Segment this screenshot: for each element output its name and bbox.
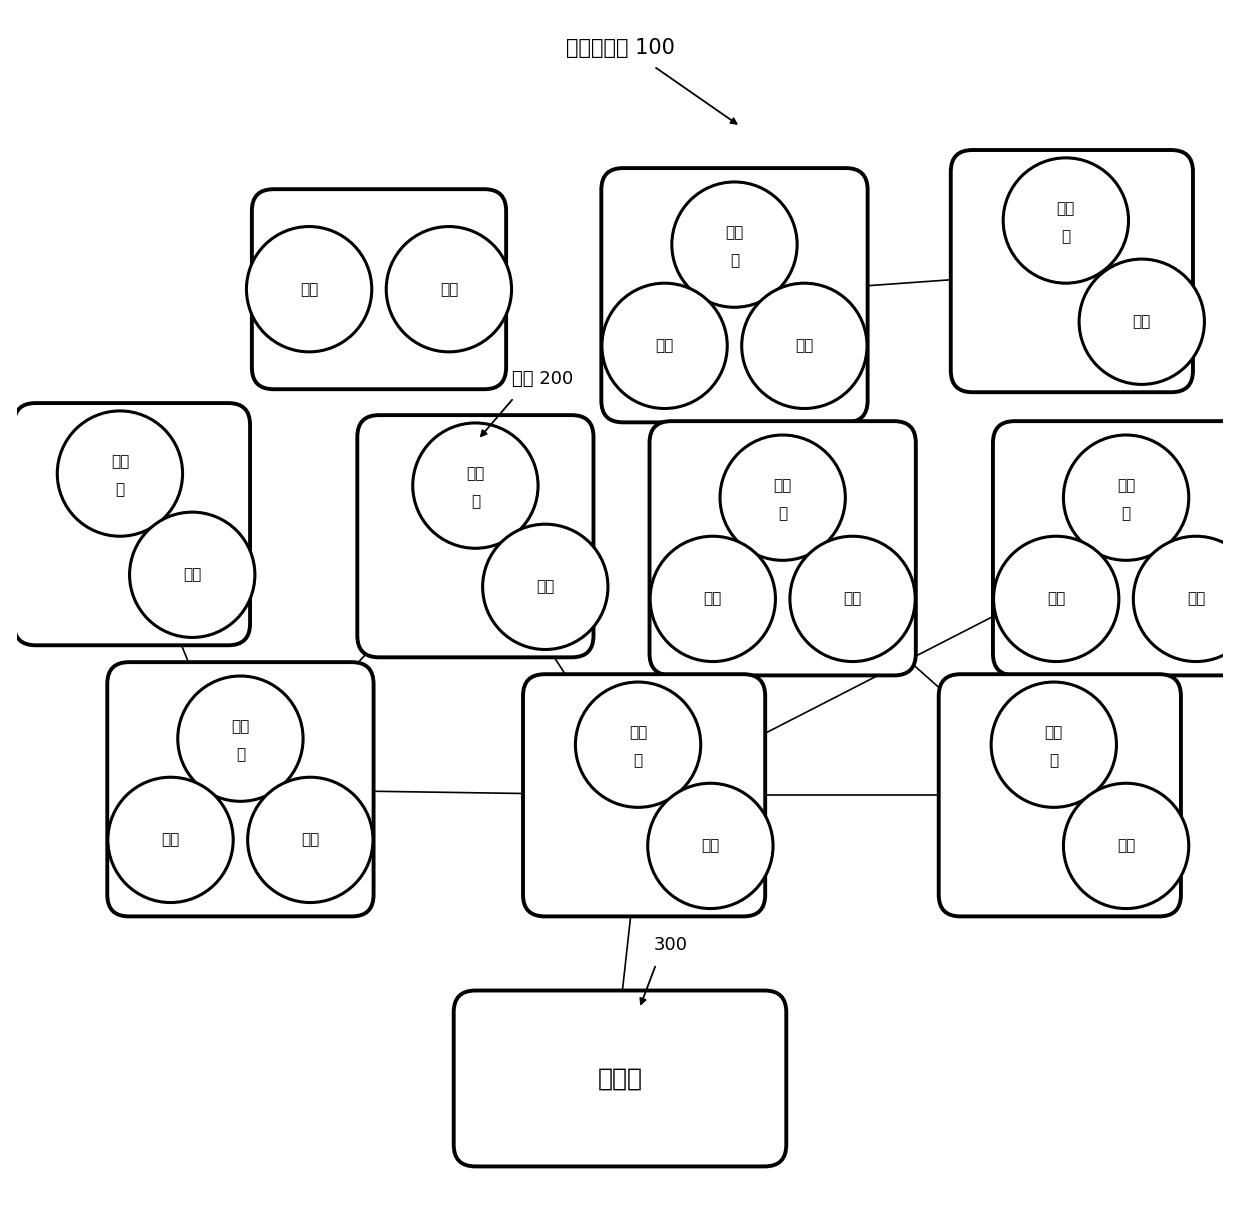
Circle shape bbox=[248, 777, 373, 903]
Circle shape bbox=[575, 682, 701, 807]
Text: 区块: 区块 bbox=[110, 454, 129, 469]
Text: 路由: 路由 bbox=[184, 568, 201, 582]
FancyBboxPatch shape bbox=[523, 675, 765, 916]
Text: 路由: 路由 bbox=[795, 339, 813, 353]
FancyBboxPatch shape bbox=[14, 402, 250, 646]
Circle shape bbox=[790, 536, 915, 662]
Text: 路由: 路由 bbox=[1132, 315, 1151, 329]
Text: 区块: 区块 bbox=[466, 466, 485, 481]
Text: 应用: 应用 bbox=[1047, 592, 1065, 606]
Text: 链: 链 bbox=[236, 747, 246, 762]
Circle shape bbox=[129, 512, 255, 637]
Circle shape bbox=[247, 227, 372, 352]
Circle shape bbox=[647, 783, 773, 909]
Circle shape bbox=[1064, 783, 1189, 909]
Text: 链: 链 bbox=[634, 753, 642, 768]
Text: 链: 链 bbox=[1121, 506, 1131, 521]
Circle shape bbox=[650, 536, 775, 662]
Text: 节点 200: 节点 200 bbox=[512, 370, 573, 388]
Text: 共识: 共识 bbox=[703, 592, 722, 606]
FancyBboxPatch shape bbox=[357, 415, 594, 658]
Text: 客户端: 客户端 bbox=[598, 1066, 642, 1091]
FancyBboxPatch shape bbox=[939, 675, 1180, 916]
Circle shape bbox=[1064, 435, 1189, 560]
FancyBboxPatch shape bbox=[951, 151, 1193, 393]
Text: 路由: 路由 bbox=[536, 580, 554, 594]
Text: 链: 链 bbox=[1061, 229, 1070, 243]
Text: 链: 链 bbox=[1049, 753, 1059, 768]
Circle shape bbox=[482, 524, 608, 649]
Circle shape bbox=[1079, 259, 1204, 384]
Text: 链: 链 bbox=[730, 253, 739, 268]
Circle shape bbox=[177, 676, 303, 801]
Text: 区块: 区块 bbox=[1044, 725, 1063, 740]
FancyBboxPatch shape bbox=[454, 991, 786, 1166]
Text: 链: 链 bbox=[779, 506, 787, 521]
Circle shape bbox=[57, 411, 182, 536]
Text: 区块: 区块 bbox=[1117, 478, 1136, 493]
Text: 路由: 路由 bbox=[702, 839, 719, 853]
Circle shape bbox=[672, 182, 797, 307]
Text: 链: 链 bbox=[471, 494, 480, 509]
Text: 路由: 路由 bbox=[301, 833, 320, 847]
Text: 路由: 路由 bbox=[1117, 839, 1136, 853]
Circle shape bbox=[991, 682, 1116, 807]
FancyBboxPatch shape bbox=[108, 663, 373, 917]
Circle shape bbox=[1133, 536, 1240, 662]
Text: 应用: 应用 bbox=[161, 833, 180, 847]
Circle shape bbox=[993, 536, 1118, 662]
Text: 共识: 共识 bbox=[656, 339, 673, 353]
Text: 路由: 路由 bbox=[440, 282, 458, 296]
Circle shape bbox=[1003, 158, 1128, 283]
Circle shape bbox=[386, 227, 512, 352]
Circle shape bbox=[413, 423, 538, 548]
Text: 路由: 路由 bbox=[1187, 592, 1205, 606]
Text: 区块: 区块 bbox=[232, 719, 249, 734]
Text: 300: 300 bbox=[653, 936, 688, 954]
Text: 区块: 区块 bbox=[629, 725, 647, 740]
Circle shape bbox=[742, 283, 867, 408]
Text: 区块: 区块 bbox=[774, 478, 792, 493]
Text: 区块: 区块 bbox=[1056, 201, 1075, 216]
Text: 区块: 区块 bbox=[725, 225, 744, 240]
Circle shape bbox=[720, 435, 846, 560]
FancyBboxPatch shape bbox=[601, 169, 868, 423]
Circle shape bbox=[601, 283, 727, 408]
FancyBboxPatch shape bbox=[993, 422, 1240, 675]
Text: 应用: 应用 bbox=[300, 282, 319, 296]
Text: 分布式系统 100: 分布式系统 100 bbox=[565, 39, 675, 58]
Text: 路由: 路由 bbox=[843, 592, 862, 606]
Circle shape bbox=[108, 777, 233, 903]
FancyBboxPatch shape bbox=[252, 189, 506, 389]
FancyBboxPatch shape bbox=[650, 422, 916, 675]
Text: 链: 链 bbox=[115, 482, 124, 496]
